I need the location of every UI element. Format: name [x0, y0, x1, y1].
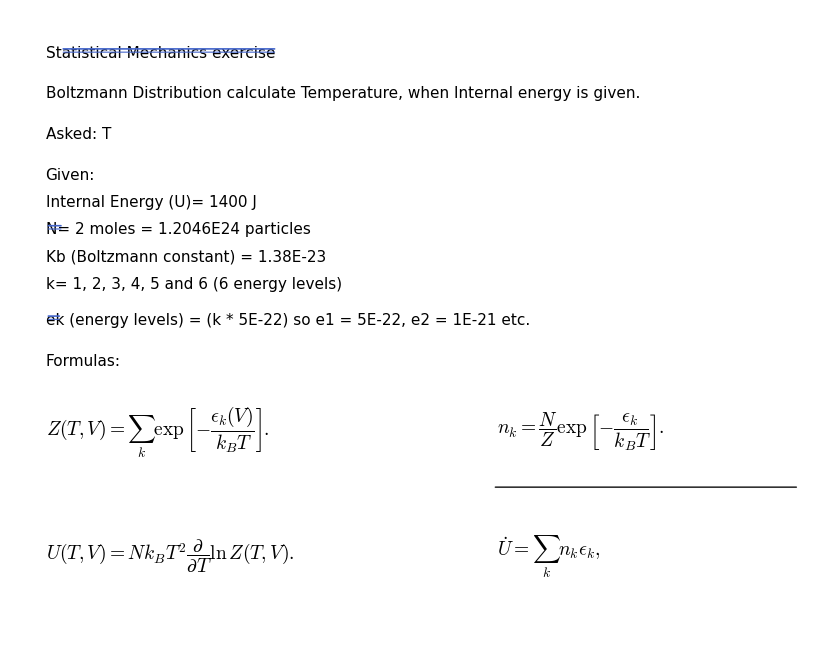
Text: Statistical Mechanics exercise: Statistical Mechanics exercise	[45, 46, 275, 61]
Text: Internal Energy (U)= 1400 J: Internal Energy (U)= 1400 J	[45, 195, 256, 210]
Text: $U(T,V) = Nk_BT^2 \dfrac{\partial}{\partial T} \ln Z(T,V).$: $U(T,V) = Nk_BT^2 \dfrac{\partial}{\part…	[45, 539, 294, 576]
Text: Asked: T: Asked: T	[45, 127, 111, 142]
Text: $\dot{U} = \sum_k n_k \epsilon_k,$: $\dot{U} = \sum_k n_k \epsilon_k,$	[496, 534, 600, 580]
Text: $Z(T,V) = \sum_k \exp\left[-\dfrac{\epsilon_k(V)}{k_B T}\right].$: $Z(T,V) = \sum_k \exp\left[-\dfrac{\epsi…	[45, 404, 269, 460]
Text: $n_k = \dfrac{N}{Z} \exp\left[-\dfrac{\epsilon_k}{k_B T}\right].$: $n_k = \dfrac{N}{Z} \exp\left[-\dfrac{\e…	[496, 411, 663, 453]
Text: Kb (Boltzmann constant) = 1.38E-23: Kb (Boltzmann constant) = 1.38E-23	[45, 250, 325, 265]
Text: N= 2 moles = 1.2046E24 particles: N= 2 moles = 1.2046E24 particles	[45, 222, 310, 237]
Text: k= 1, 2, 3, 4, 5 and 6 (6 energy levels): k= 1, 2, 3, 4, 5 and 6 (6 energy levels)	[45, 277, 342, 292]
Text: ek (energy levels) = (k * 5E-22) so e1 = 5E-22, e2 = 1E-21 etc.: ek (energy levels) = (k * 5E-22) so e1 =…	[45, 313, 529, 328]
Text: Boltzmann Distribution calculate Temperature, when Internal energy is given.: Boltzmann Distribution calculate Tempera…	[45, 86, 639, 101]
Text: Formulas:: Formulas:	[45, 353, 121, 368]
Text: Given:: Given:	[45, 168, 95, 183]
